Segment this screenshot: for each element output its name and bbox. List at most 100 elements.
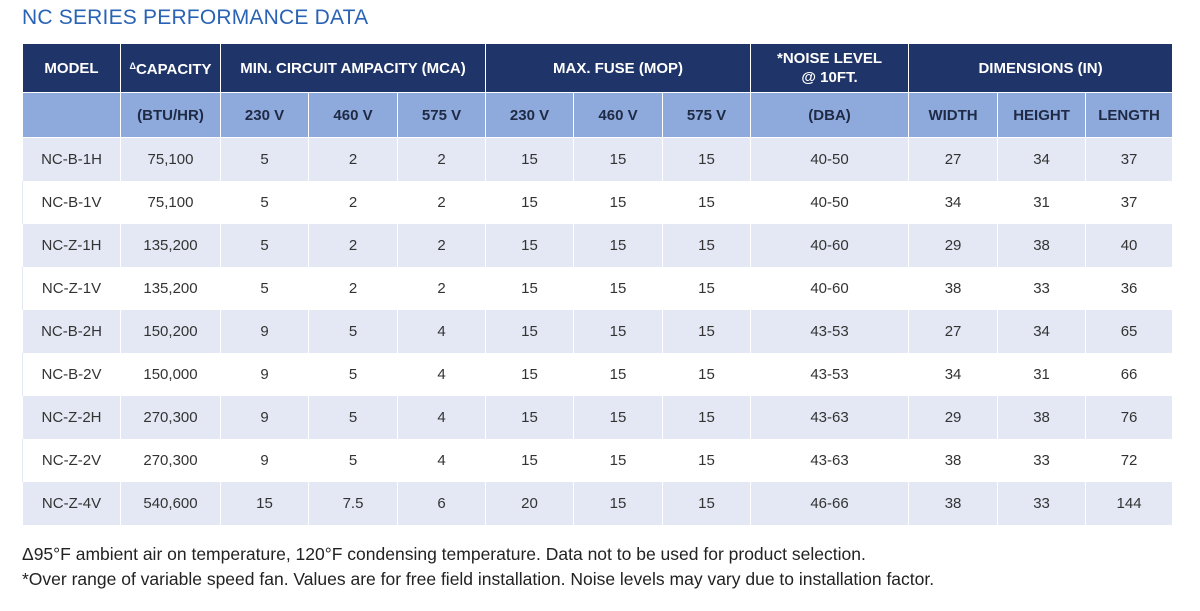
cell: 38 [997,396,1087,439]
cell: 33 [997,439,1087,482]
cell: 5 [220,224,309,267]
cell: 27 [908,137,999,181]
data-row: NC-Z-4V 540,600 15 7.5 6 20 15 15 46-66 38 33 144 [22,482,1174,525]
cell: 15 [661,181,752,224]
cell: 270,300 [120,439,221,482]
cell: 75,100 [120,137,221,181]
cell: 5 [308,310,398,353]
column-subheader: 575 V [397,92,486,138]
cell: 37 [1085,137,1174,181]
cell: 31 [997,181,1087,224]
data-row: NC-B-1V 75,100 5 2 2 15 15 15 40-50 34 31 37 [22,181,1174,224]
cell: 9 [220,353,309,396]
header-row: MODEL ΔCAPACITY MIN. CIRCUIT AMPACITY (MCA… [22,44,1174,93]
column-subheader: (BTU/HR) [120,92,221,138]
cell: 15 [573,224,663,267]
data-row: NC-B-2V 150,000 9 5 4 15 15 15 43-53 34 31 66 [22,353,1174,396]
cell: 270,300 [120,396,221,439]
cell: 40 [1085,224,1174,267]
column-subheader: 230 V [485,92,574,138]
cell: 38 [908,482,999,525]
cell: 40-50 [750,137,910,181]
cell: 34 [908,353,999,396]
cell: 2 [397,137,486,181]
footnote: Δ95°F ambient air on temperature, 120°F … [22,544,866,564]
title: NC SERIES PERFORMANCE DATA [22,6,369,29]
cell: 2 [308,267,398,310]
column-group-header: MAX. FUSE (MOP) [484,44,752,93]
data-row: NC-Z-1V 135,200 5 2 2 15 15 15 40-60 38 33 36 [22,267,1174,310]
cell: 40-50 [750,181,910,224]
cell: 38 [908,267,999,310]
cell: 15 [573,137,663,181]
cell: 15 [573,439,663,482]
data-row: NC-B-2H 150,200 9 5 4 15 15 15 43-53 27 34 65 [22,310,1174,353]
cell: 37 [1085,181,1174,224]
cell: 66 [1085,353,1174,396]
cell: 4 [397,439,486,482]
cell: 43-63 [750,439,910,482]
cell: 4 [397,396,486,439]
column-group-header: MODEL [22,44,121,93]
column-group-header: *NOISE LEVEL @ 10FT. [750,44,910,93]
cell: 20 [485,482,574,525]
header-text: @ 10FT. [801,69,858,86]
column-subheader: 230 V [220,92,309,138]
cell: 36 [1085,267,1174,310]
cell: 15 [661,267,752,310]
column-group-header: ΔCAPACITY [120,44,221,93]
header-marker: Δ [129,61,136,71]
cell: 15 [485,439,574,482]
data-row: NC-Z-2V 270,300 9 5 4 15 15 15 43-63 38 33 72 [22,439,1174,482]
table-header: MODEL ΔCAPACITY MIN. CIRCUIT AMPACITY (MCA… [22,44,1174,138]
cell: 15 [220,482,309,525]
header-text: CAPACITY [135,61,212,78]
cell: 43-53 [750,353,910,396]
cell: 4 [397,310,486,353]
cell: 5 [220,137,309,181]
cell: 135,200 [120,224,221,267]
cell: 540,600 [120,482,221,525]
cell: 72 [1085,439,1174,482]
cell: 15 [485,181,574,224]
blank-subheader [22,92,121,138]
cell: 9 [220,439,309,482]
cell: 15 [573,310,663,353]
header-text: *NOISE LEVEL [777,50,883,67]
cell: 9 [220,396,309,439]
cell: 65 [1085,310,1174,353]
cell: 40-60 [750,224,910,267]
cell: 29 [908,396,999,439]
cell: 34 [997,137,1087,181]
cell: 15 [661,482,752,525]
cell: 15 [485,353,574,396]
cell: 5 [220,267,309,310]
cell: 29 [908,224,999,267]
cell: 5 [220,181,309,224]
cell: NC-Z-2V [22,439,121,482]
cell: 75,100 [120,181,221,224]
cell: 76 [1085,396,1174,439]
cell: NC-Z-1H [22,224,121,267]
cell: 144 [1085,482,1174,525]
column-subheader: (DBA) [750,92,910,138]
cell: 15 [573,482,663,525]
cell: 38 [997,224,1087,267]
cell: NC-Z-1V [22,267,121,310]
cell: 2 [308,224,398,267]
cell: NC-B-2H [22,310,121,353]
footnote: *Over range of variable speed fan. Value… [22,569,935,589]
cell: 15 [661,137,752,181]
column-group-header: DIMENSIONS (IN) [908,44,1174,93]
column-subheader: 460 V [308,92,398,138]
column-subheader: LENGTH [1085,92,1174,138]
cell: 15 [573,353,663,396]
cell: NC-B-2V [22,353,121,396]
data-row: NC-B-1H 75,100 5 2 2 15 15 15 40-50 27 34 37 [22,137,1174,181]
cell: 34 [997,310,1087,353]
cell: 5 [308,396,398,439]
cell: 15 [485,396,574,439]
cell: 38 [908,439,999,482]
header-text: MODEL [44,59,99,77]
cell: 43-53 [750,310,910,353]
